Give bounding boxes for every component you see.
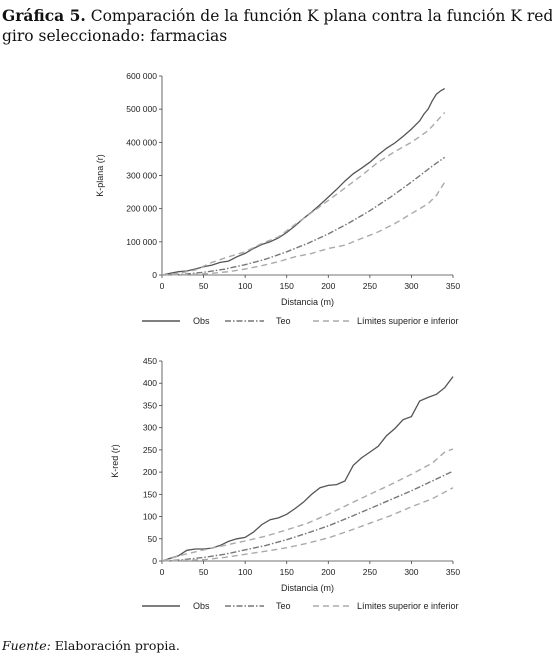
chart2-y-tick-label: 150	[143, 489, 157, 499]
chart2-x-tick-label: 350	[446, 567, 460, 577]
chart2-legend-label-0: Obs	[193, 601, 210, 611]
chart2-series-lower-bound-line	[161, 487, 454, 562]
chart1-legend-label-1: Teo	[276, 316, 291, 326]
chart1-x-axis-label: Distancia (m)	[281, 297, 334, 307]
chart1-x-tick-label: 300	[404, 281, 418, 291]
chart2-x-tick-label: 50	[199, 567, 209, 577]
chart2-series-upper-bound-line	[161, 448, 454, 562]
chart2-x-axis-label: Distancia (m)	[281, 583, 334, 593]
chart2-series-obs-line	[161, 376, 454, 562]
figure-title-line2: giro seleccionado: farmacias	[2, 27, 228, 45]
chart2-y-tick-label: 50	[148, 534, 158, 544]
chart1-x-tick-label: 350	[446, 281, 460, 291]
chart2-y-tick-label: 250	[143, 445, 157, 455]
chart1-x-tick-label: 150	[280, 281, 294, 291]
chart2-x-tick-label: 250	[363, 567, 377, 577]
chart2-y-axis-label: K-red (r)	[110, 444, 120, 478]
chart1-y-tick-label: 100 000	[126, 237, 157, 247]
chart2-x-tick-label: 200	[321, 567, 335, 577]
chart2-series-teo-line	[161, 470, 454, 562]
chart1-y-axis-label: K-plana (r)	[95, 154, 105, 197]
chart2-y-tick-label: 200	[143, 467, 157, 477]
chart1-y-tick-label: 400 000	[126, 137, 157, 147]
chart2-y-tick-label: 0	[152, 556, 157, 566]
chart2-y-tick-label: 100	[143, 512, 157, 522]
chart1-y-tick-label: 600 000	[126, 71, 157, 81]
chart1-y-tick-label: 0	[152, 270, 157, 280]
figure-source: Fuente: Elaboración propia.	[2, 638, 180, 653]
chart2-y-tick-label: 450	[143, 356, 157, 366]
figure-title: Gráfica 5. Comparación de la función K p…	[2, 6, 552, 46]
chart2-x-tick-label: 300	[404, 567, 418, 577]
chart1-x-tick-label: 200	[321, 281, 335, 291]
chart2-x-tick-label: 100	[238, 567, 252, 577]
chart2-y-tick-label: 400	[143, 378, 157, 388]
chart1-x-tick-label: 50	[199, 281, 209, 291]
chart1-y-tick-label: 300 000	[126, 171, 157, 181]
chart1-legend-label-2: Límites superior e inferior	[357, 316, 459, 326]
chart2-legend-label-2: Límites superior e inferior	[357, 601, 459, 611]
chart2-x-tick-label: 0	[160, 567, 165, 577]
chart1-series-obs-line	[161, 88, 446, 276]
chart1-y-tick-label: 500 000	[126, 104, 157, 114]
chart1-series-teo-line	[161, 156, 446, 276]
chart2-y-tick-label: 300	[143, 423, 157, 433]
chart1-y-tick-label: 200 000	[126, 204, 157, 214]
chart1-x-tick-label: 0	[160, 281, 165, 291]
chart1-series-upper-bound-line	[161, 112, 446, 276]
source-text: Elaboración propia.	[54, 638, 180, 653]
chart2-x-tick-label: 150	[280, 567, 294, 577]
source-label: Fuente:	[2, 638, 51, 653]
chart1-series-lower-bound-line	[161, 181, 446, 276]
chart1-x-tick-label: 250	[363, 281, 377, 291]
figure-title-line1: Comparación de la función K plana contra…	[90, 7, 552, 25]
chart2-y-tick-label: 350	[143, 400, 157, 410]
chart2-legend-label-1: Teo	[276, 601, 291, 611]
chart1-x-tick-label: 100	[238, 281, 252, 291]
figure-title-label: Gráfica 5.	[2, 6, 86, 25]
chart1-legend-label-0: Obs	[193, 316, 210, 326]
